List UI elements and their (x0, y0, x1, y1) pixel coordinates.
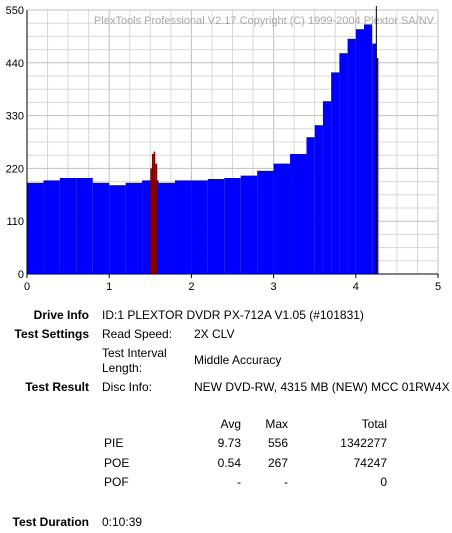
bar (314, 125, 323, 274)
test-duration-label: Test Duration (12, 515, 89, 529)
bar (153, 151, 156, 274)
interval-label-line2: Length: (102, 361, 143, 375)
row-max: 267 (267, 456, 288, 470)
bar (92, 182, 110, 274)
y-tick-label: 330 (6, 111, 24, 123)
bar (347, 38, 356, 274)
bar (372, 43, 377, 274)
bar (273, 163, 291, 274)
bar (240, 175, 258, 274)
bar (376, 58, 379, 274)
read-speed-label: Read Speed: (102, 327, 173, 341)
test-duration-value: 0:10:39 (102, 515, 143, 529)
watermark: PlexTools Professional V2.17 Copyright (… (94, 15, 435, 27)
bar (27, 182, 44, 274)
x-tick-label: 2 (188, 281, 194, 293)
col-max-header: Max (265, 417, 288, 431)
bar (43, 180, 60, 274)
row-name: POE (104, 456, 130, 470)
bar (322, 101, 332, 274)
row-max: 556 (267, 436, 288, 450)
bar (158, 182, 175, 274)
test-result-label: Test Result (25, 380, 89, 394)
bar (331, 72, 340, 275)
series-1 (150, 151, 158, 274)
drive-info-value: ID:1 PLEXTOR DVDR PX-712A V1.05 (#101831… (102, 308, 364, 322)
x-tick-label: 3 (271, 281, 277, 293)
bar (59, 178, 77, 274)
row-name: POF (104, 475, 129, 489)
disc-info-value: NEW DVD-RW, 4315 MB (NEW) MCC 01RW4X (194, 380, 450, 394)
y-tick-label: 110 (6, 216, 24, 228)
bar (207, 178, 225, 274)
y-tick-label: 0 (18, 269, 24, 281)
row-total: 0 (380, 475, 387, 489)
col-total-header: Total (361, 417, 387, 431)
row-avg: 9.73 (217, 436, 241, 450)
y-tick-label: 220 (6, 163, 24, 175)
y-tick-label: 550 (6, 5, 24, 17)
pie-chart: PlexTools Professional V2.17 Copyright (… (6, 5, 441, 293)
bar (151, 154, 154, 274)
bar (339, 53, 348, 275)
bar (306, 137, 315, 274)
test-settings-label: Test Settings (14, 327, 89, 341)
bar (174, 180, 192, 274)
disc-info-label: Disc Info: (102, 380, 153, 394)
bar (257, 170, 274, 274)
interval-value: Middle Accuracy (194, 353, 282, 367)
x-tick-label: 5 (435, 281, 441, 293)
drive-info-label: Drive Info (33, 308, 89, 322)
y-tick-label: 440 (6, 58, 24, 70)
bar (191, 180, 208, 274)
row-max: - (284, 475, 288, 489)
x-tick-label: 0 (24, 281, 30, 293)
row-total: 74247 (353, 456, 387, 470)
bar (155, 163, 158, 274)
x-tick-label: 1 (106, 281, 112, 293)
bar (109, 185, 126, 274)
row-name: PIE (104, 436, 124, 450)
bar (364, 24, 373, 275)
x-tick-label: 4 (353, 281, 359, 293)
series-0 (27, 24, 379, 275)
row-avg: - (237, 475, 241, 489)
bar (150, 168, 152, 274)
interval-label-line1: Test Interval (102, 346, 167, 360)
bar (224, 178, 241, 274)
row-avg: 0.54 (217, 456, 241, 470)
col-avg-header: Avg (220, 417, 241, 431)
bar (290, 154, 307, 274)
read-speed-value: 2X CLV (194, 327, 235, 341)
bar (125, 182, 143, 274)
bar (76, 178, 93, 274)
bar (355, 29, 365, 275)
row-total: 1342277 (340, 436, 387, 450)
